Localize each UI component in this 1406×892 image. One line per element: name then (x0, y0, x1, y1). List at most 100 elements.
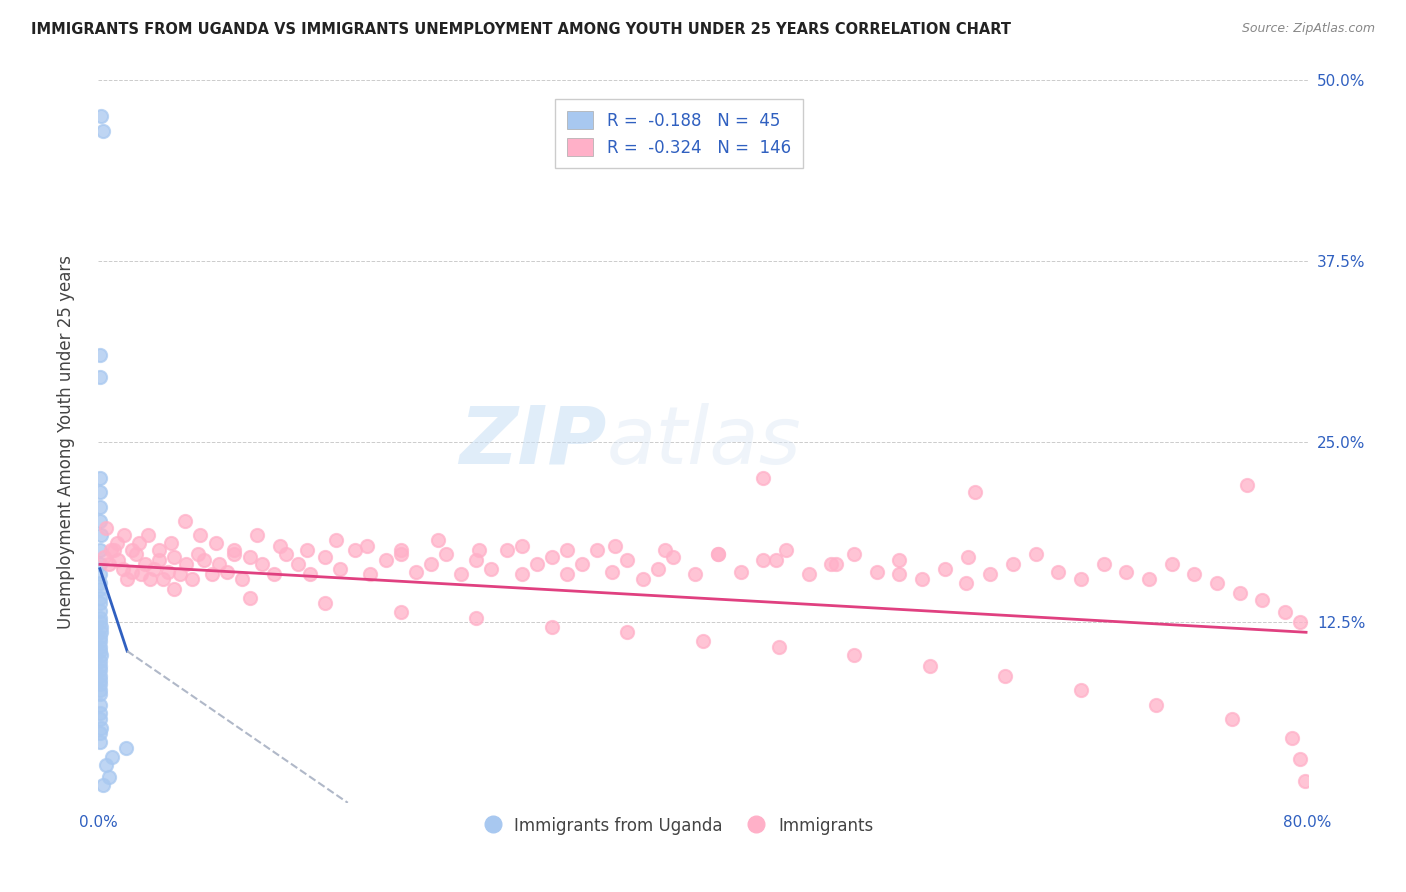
Point (208, 558, 231, 572)
Point (89, 644, 111, 658)
Point (314, 596, 336, 610)
Point (263, 567, 285, 582)
Point (911, 572, 934, 586)
Point (1070, 572, 1092, 586)
Point (295, 542, 318, 557)
Point (125, 547, 148, 561)
Point (152, 572, 174, 586)
Point (128, 535, 150, 549)
Point (752, 553, 775, 567)
Point (1206, 576, 1229, 591)
Point (314, 550, 336, 565)
Point (89, 348, 111, 362)
Point (631, 572, 654, 586)
Point (89, 687, 111, 701)
Point (91, 124, 114, 138)
Point (540, 619, 562, 633)
Point (526, 558, 548, 572)
Point (89, 485, 111, 500)
Point (90, 528, 112, 542)
Point (89, 567, 111, 582)
Point (89, 591, 111, 605)
Point (239, 591, 262, 605)
Point (374, 553, 396, 567)
Point (540, 550, 562, 565)
Point (139, 572, 162, 586)
Point (1137, 572, 1160, 586)
Point (193, 553, 215, 567)
Point (866, 565, 889, 579)
Point (707, 547, 730, 561)
Point (602, 565, 624, 579)
Point (465, 611, 488, 625)
Point (89, 542, 111, 557)
Point (389, 605, 412, 619)
Point (98, 770, 121, 784)
Point (89, 640, 111, 654)
Point (163, 582, 186, 596)
Point (143, 562, 166, 576)
Legend: Immigrants from Uganda, Immigrants: Immigrants from Uganda, Immigrants (478, 810, 880, 841)
Point (224, 547, 246, 561)
Point (90, 619, 112, 633)
Point (820, 558, 842, 572)
Point (89, 369, 111, 384)
Point (201, 567, 224, 582)
Point (647, 562, 669, 576)
Point (1236, 478, 1258, 492)
Point (1274, 605, 1296, 619)
Point (89, 615, 111, 630)
Point (89, 604, 111, 618)
Point (934, 562, 956, 576)
Point (89, 630, 111, 644)
Point (89, 706, 111, 721)
Point (90, 110, 112, 124)
Point (89, 470, 111, 484)
Point (114, 740, 136, 755)
Point (555, 567, 578, 582)
Point (89, 712, 111, 726)
Point (89, 634, 111, 648)
Point (1281, 731, 1303, 745)
Point (775, 542, 797, 557)
Point (389, 542, 412, 557)
Point (246, 528, 269, 542)
Point (605, 539, 627, 553)
Point (765, 553, 787, 567)
Point (979, 567, 1001, 582)
Point (730, 565, 752, 579)
Point (90, 625, 112, 640)
Point (89, 611, 111, 625)
Point (420, 558, 443, 572)
Point (1229, 586, 1251, 600)
Point (299, 567, 322, 582)
Point (174, 558, 197, 572)
Point (692, 634, 714, 648)
Point (586, 542, 609, 557)
Point (654, 542, 676, 557)
Point (661, 550, 683, 565)
Point (136, 528, 159, 542)
Point (1047, 565, 1070, 579)
Point (918, 658, 941, 673)
Point (844, 547, 866, 561)
Point (752, 470, 775, 484)
Point (107, 553, 129, 567)
Point (329, 562, 352, 576)
Point (468, 542, 491, 557)
Text: IMMIGRANTS FROM UGANDA VS IMMIGRANTS UNEMPLOYMENT AMONG YOUTH UNDER 25 YEARS COR: IMMIGRANTS FROM UGANDA VS IMMIGRANTS UNE… (31, 22, 1011, 37)
Point (98, 558, 121, 572)
Point (188, 528, 211, 542)
Point (89, 683, 111, 698)
Point (94, 758, 117, 772)
Point (1160, 558, 1182, 572)
Point (956, 550, 979, 565)
Point (100, 542, 122, 557)
Point (89, 673, 111, 687)
Point (91, 779, 114, 793)
Point (269, 539, 291, 553)
Point (103, 542, 125, 557)
Point (965, 485, 987, 500)
Point (89, 663, 111, 677)
Point (89, 735, 111, 749)
